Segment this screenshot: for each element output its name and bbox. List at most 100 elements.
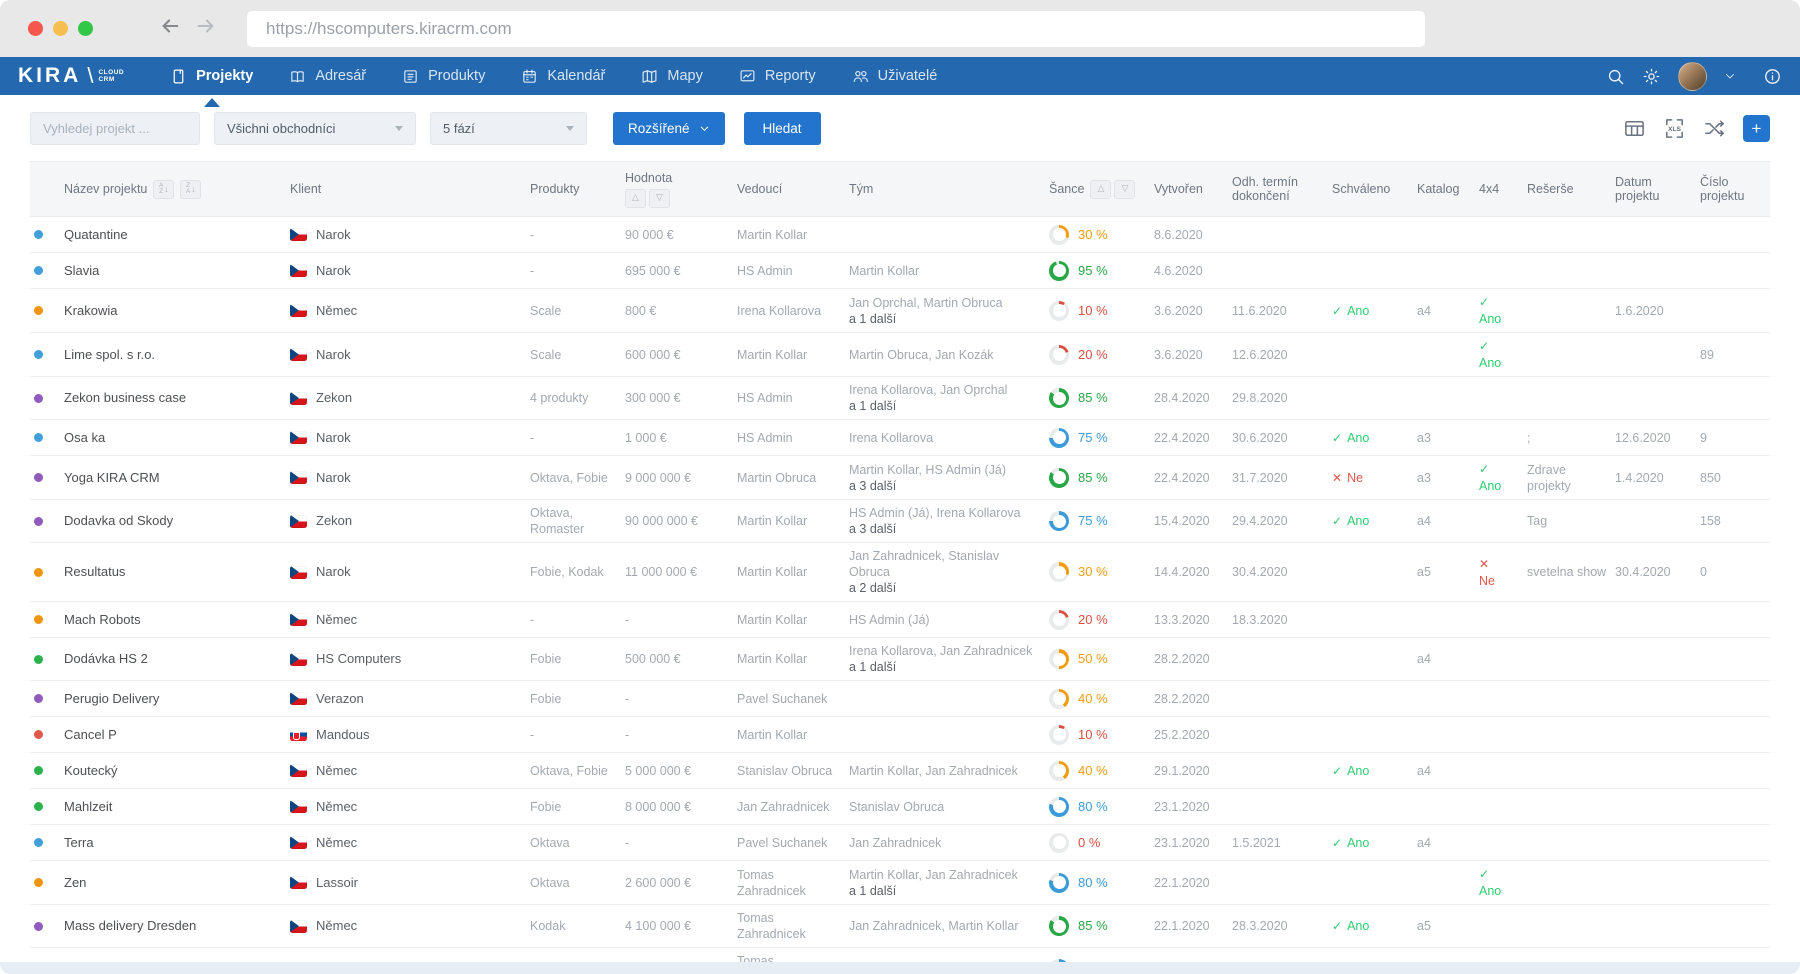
window-minimize-button[interactable] [53, 21, 68, 36]
table-row[interactable]: Terra Němec Oktava - Pavel Suchanek Jan Zahra… [30, 825, 1770, 861]
project-name[interactable]: Resultatus [64, 564, 126, 579]
chevron-down-icon[interactable] [1724, 70, 1736, 82]
table-row[interactable]: Slavia Narok - 695 000 € HS Admin Martin Koll… [30, 253, 1770, 289]
created-cell: 15.4.2020 [1154, 514, 1210, 528]
project-name[interactable]: Osa ka [64, 429, 106, 445]
project-name[interactable]: Mahlzeit [64, 798, 113, 814]
czech-flag-icon [290, 431, 307, 444]
url-bar[interactable]: https://hscomputers.kiracrm.com [247, 10, 1425, 47]
leader-cell: Pavel Suchanek [737, 835, 828, 850]
table-row[interactable]: Quatantine Narok - 90 000 € Martin Kollar 30 … [30, 217, 1770, 253]
project-date-cell: 30.4.2020 [1615, 565, 1671, 579]
info-icon[interactable] [1763, 67, 1782, 86]
table-row[interactable]: Resultatus Narok Fobie, Kodak 11 000 000 € M… [30, 543, 1770, 602]
table-row[interactable]: Mass delivery Dresden Němec Kodak 4 100 000… [30, 905, 1770, 948]
sort-az-button[interactable]: A Z ↓ [153, 179, 175, 199]
add-project-button[interactable]: + [1743, 115, 1770, 142]
nav-item-mapy[interactable]: Mapy [641, 57, 703, 95]
table-row[interactable]: Dodávka HS 2 HS Computers Fobie 500 000 € Ma… [30, 638, 1770, 681]
project-name[interactable]: Perugio Delivery [64, 690, 160, 706]
status-cell [30, 389, 64, 408]
sort-chance-desc-button[interactable]: ▽ [1114, 179, 1136, 199]
table-row[interactable]: Osa ka Narok - 1 000 € HS Admin Irena Kollaro… [30, 420, 1770, 456]
nav-item-projekty[interactable]: Projekty [170, 57, 253, 95]
client-cell: Lassoir [290, 870, 530, 896]
table-row[interactable]: Zen Lassoir Oktava 2 600 000 € Tomas Zahradn… [30, 861, 1770, 905]
table-row[interactable]: Lime spol. s r.o. Narok Scale 600 000 € Mart… [30, 333, 1770, 377]
status-dot-blue [34, 350, 43, 359]
phases-select[interactable]: 5 fází [430, 112, 587, 145]
table-row[interactable]: Perugio Delivery Verazon Fobie - Pavel Sucha… [30, 681, 1770, 717]
sort-za-button[interactable]: Z A ↓ [180, 179, 202, 199]
search-icon[interactable] [1606, 67, 1625, 86]
window-close-button[interactable] [28, 21, 43, 36]
project-name[interactable]: Zekon business case [64, 390, 187, 405]
project-name[interactable]: Yoga KIRA CRM [64, 469, 160, 485]
search-button[interactable]: Hledat [743, 112, 821, 145]
catalog-cell: a4 [1417, 652, 1431, 666]
table-row[interactable]: Koutecký Němec Oktava, Fobie 5 000 000 € Sta… [30, 753, 1770, 789]
project-number-cell [1700, 802, 1770, 812]
chance-ring [1049, 760, 1069, 781]
sort-value-asc-button[interactable]: △ [625, 188, 646, 208]
project-name[interactable]: Mach Robots [64, 611, 141, 627]
project-number-cell [1700, 615, 1770, 625]
browser-forward-icon[interactable] [195, 15, 217, 42]
chance-cell: 20 % [1049, 605, 1154, 635]
approved-cell [1332, 393, 1417, 403]
salesperson-select[interactable]: Všichni obchodníci [214, 112, 416, 145]
project-search-input[interactable] [30, 112, 200, 145]
window-zoom-button[interactable] [78, 21, 93, 36]
table-view-icon[interactable] [1623, 117, 1646, 140]
leader-cell: HS Admin [737, 263, 793, 278]
project-date-cell [1615, 516, 1700, 526]
logo-brand: KIRA [18, 64, 82, 87]
project-name[interactable]: Lime spol. s r.o. [64, 346, 156, 362]
browser-back-icon[interactable] [159, 15, 181, 42]
gear-icon[interactable] [1642, 67, 1661, 86]
project-name[interactable]: Mass delivery Dresden [64, 918, 197, 933]
table-row[interactable]: Dodavka od Skody Zekon Oktava, Romaster 90 … [30, 500, 1770, 543]
products-cell: - [530, 430, 535, 445]
client-cell: Němec [290, 758, 530, 784]
research-cell [1527, 730, 1615, 740]
xls-export-icon[interactable]: XLS [1663, 117, 1686, 140]
table-row[interactable]: Mahlzeit Němec Fobie 8 000 000 € Jan Zahradn… [30, 789, 1770, 825]
chance-ring [1049, 649, 1069, 669]
nav-item-adresar[interactable]: Adresář [289, 57, 366, 95]
table-row[interactable]: Cancel P Mandous - - Martin Kollar 10 % 25.2.2… [30, 717, 1770, 753]
table-row[interactable]: Krakowia Němec Scale 800 € Irena Kollarova Ja… [30, 289, 1770, 333]
advanced-filters-button[interactable]: Rozšířené [613, 112, 725, 145]
project-name[interactable]: Zen [64, 874, 87, 890]
nav-item-produkty[interactable]: Produkty [402, 57, 485, 95]
project-name[interactable]: Quatantine [64, 226, 128, 242]
project-name[interactable]: Terra [64, 834, 94, 850]
user-avatar[interactable] [1678, 61, 1707, 91]
app-logo[interactable]: KIRA \ CLOUD CRM [18, 63, 124, 89]
status-cell [30, 873, 64, 892]
research-cell [1527, 654, 1615, 664]
chance-cell: 30 % [1049, 220, 1154, 250]
sort-chance-asc-button[interactable]: △ [1090, 179, 1112, 199]
projects-table: Název projektu A Z ↓ Z A ↓ Klient Produkty H… [30, 161, 1770, 974]
project-name[interactable]: Koutecký [64, 762, 118, 778]
project-date-cell [1615, 694, 1700, 704]
nav-item-reporty[interactable]: Reporty [739, 57, 816, 95]
sort-value-desc-button[interactable]: ▽ [649, 188, 670, 208]
catalog-cell [1417, 802, 1479, 812]
project-name[interactable]: Krakowia [64, 302, 118, 318]
shuffle-icon[interactable] [1703, 117, 1726, 140]
project-name[interactable]: Dodávka HS 2 [64, 651, 148, 666]
project-name[interactable]: Dodavka od Skody [64, 513, 174, 528]
table-row[interactable]: Mach Robots Němec - - Martin Kollar HS Admin … [30, 602, 1770, 638]
nav-item-kalendar[interactable]: Kalendář [521, 57, 605, 95]
czech-flag-icon [290, 800, 307, 813]
nav-item-uzivatele[interactable]: Uživatelé [852, 57, 937, 95]
table-row[interactable]: Zekon business case Zekon 4 produkty 300 00… [30, 377, 1770, 420]
project-name[interactable]: Slavia [64, 262, 100, 278]
project-name[interactable]: Cancel P [64, 726, 117, 742]
czech-flag-icon [290, 228, 307, 241]
chance-ring [1049, 467, 1069, 488]
table-row[interactable]: Yoga KIRA CRM Narok Oktava, Fobie 9 000 000… [30, 456, 1770, 500]
status-dot-purple [34, 393, 43, 403]
